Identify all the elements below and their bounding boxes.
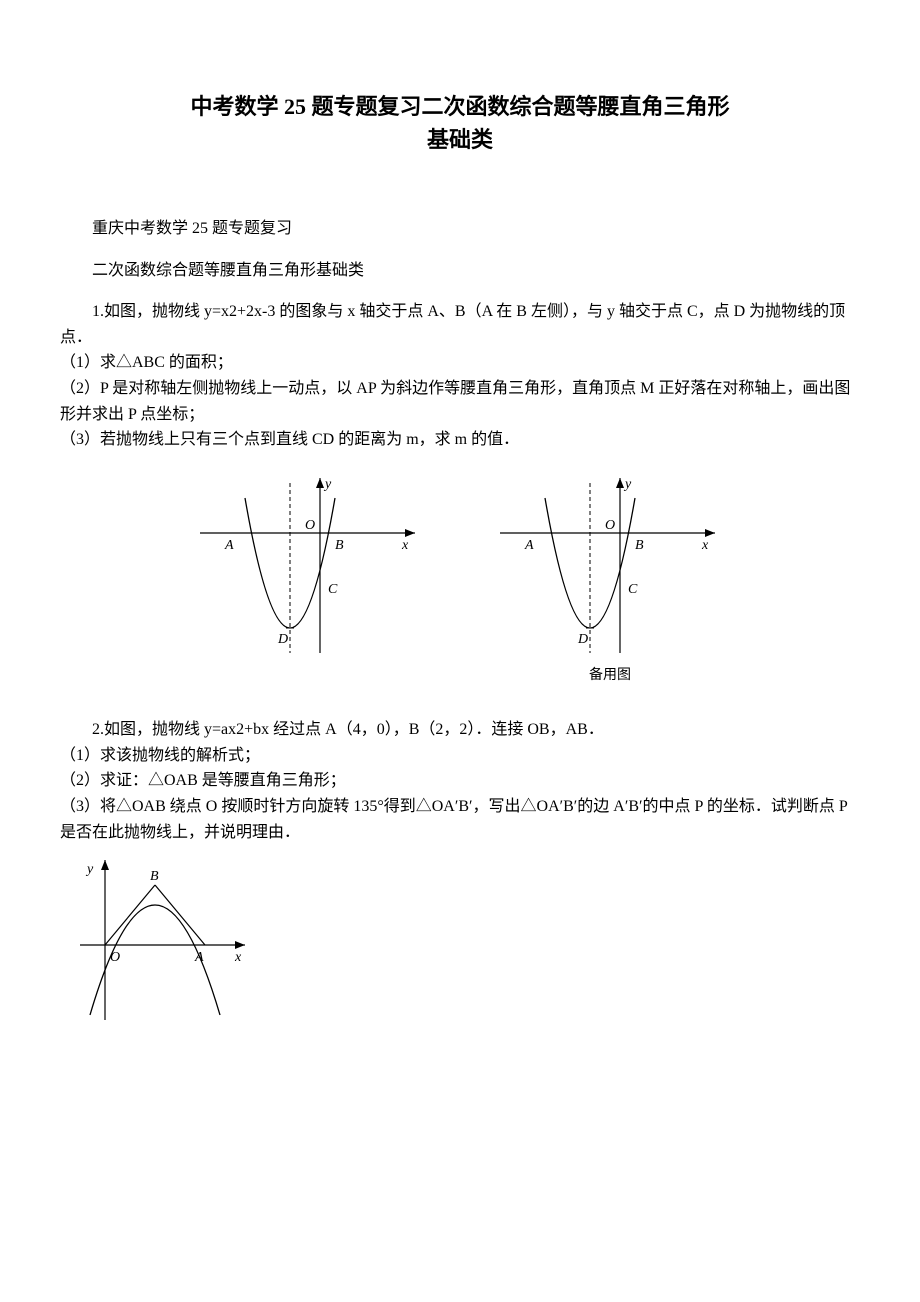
figure-1: y x A B O C D	[190, 463, 430, 687]
problem-1-figures: y x A B O C D y x A B O C D 备用图	[60, 463, 860, 687]
subtitle-1: 重庆中考数学 25 题专题复习	[60, 216, 860, 242]
problem-2-stem: 2.如图，抛物线 y=ax2+bx 经过点 A（4，0），B（2，2）．连接 O…	[60, 717, 860, 743]
problem-2-q2: （2）求证：△OAB 是等腰直角三角形；	[60, 768, 860, 794]
problem-1-stem: 1.如图，抛物线 y=x2+2x-3 的图象与 x 轴交于点 A、B（A 在 B…	[60, 299, 860, 350]
point-D-label: D	[277, 632, 288, 647]
problem-1-q1: （1）求△ABC 的面积；	[60, 350, 860, 376]
title-line-2: 基础类	[427, 127, 493, 152]
point-A-label: A	[224, 538, 234, 553]
origin-label-2: O	[605, 518, 615, 533]
backup-figure-caption: 备用图	[589, 665, 631, 687]
axis-x-label: x	[401, 538, 409, 553]
parabola-figure-2: y x A B O C D	[490, 463, 730, 663]
parabola-figure-3: y x O B A	[60, 845, 260, 1025]
figure-2: y x A B O C D 备用图	[490, 463, 730, 687]
origin-label: O	[305, 518, 315, 533]
axis-x-label-3: x	[234, 950, 242, 965]
axis-y-label: y	[323, 477, 332, 492]
point-C-label: C	[328, 582, 338, 597]
title-line-1: 中考数学 25 题专题复习二次函数综合题等腰直角三角形	[190, 94, 729, 119]
subtitle-2: 二次函数综合题等腰直角三角形基础类	[60, 258, 860, 284]
problem-1-q3: （3）若抛物线上只有三个点到直线 CD 的距离为 m，求 m 的值．	[60, 427, 860, 453]
axis-x-label-2: x	[701, 538, 709, 553]
point-B-label-2: B	[635, 538, 644, 553]
point-A-label-3: A	[194, 950, 204, 965]
problem-1-q2: （2）P 是对称轴左侧抛物线上一动点，以 AP 为斜边作等腰直角三角形，直角顶点…	[60, 376, 860, 427]
problem-2-q1: （1）求该抛物线的解析式；	[60, 743, 860, 769]
point-D-label-2: D	[577, 632, 588, 647]
point-A-label-2: A	[524, 538, 534, 553]
problem-2-q3: （3）将△OAB 绕点 O 按顺时针方向旋转 135°得到△OA′B′，写出△O…	[60, 794, 860, 845]
parabola-figure-1: y x A B O C D	[190, 463, 430, 663]
problem-2-figure: y x O B A	[60, 845, 860, 1025]
origin-label-3: O	[110, 950, 120, 965]
point-C-label-2: C	[628, 582, 638, 597]
axis-y-label-3: y	[85, 862, 94, 877]
axis-y-label-2: y	[623, 477, 632, 492]
point-B-label: B	[335, 538, 344, 553]
point-B-label-3: B	[150, 869, 159, 884]
